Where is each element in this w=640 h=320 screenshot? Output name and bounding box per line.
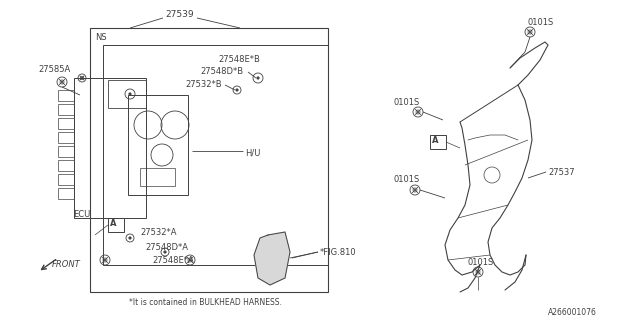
Bar: [140, 168, 175, 186]
Bar: [58, 90, 74, 101]
Bar: [58, 132, 74, 143]
Bar: [58, 146, 74, 157]
Text: A: A: [432, 136, 438, 145]
Text: *It is contained in BULKHEAD HARNESS.: *It is contained in BULKHEAD HARNESS.: [129, 298, 282, 307]
Bar: [128, 95, 188, 195]
Bar: [74, 78, 146, 218]
Text: A266001076: A266001076: [548, 308, 597, 317]
Bar: [108, 80, 146, 108]
Bar: [58, 104, 74, 115]
Text: 27548E*A: 27548E*A: [152, 256, 194, 265]
Circle shape: [129, 237, 131, 239]
Polygon shape: [254, 232, 290, 285]
Text: *FIG.810: *FIG.810: [320, 248, 356, 257]
Bar: [58, 174, 74, 185]
Circle shape: [129, 93, 131, 95]
Circle shape: [257, 77, 259, 79]
Text: 27537: 27537: [548, 168, 575, 177]
Text: 0101S: 0101S: [393, 98, 419, 107]
Text: A: A: [110, 219, 116, 228]
Text: 27532*A: 27532*A: [140, 228, 177, 237]
Text: 27539: 27539: [166, 10, 195, 19]
Bar: [58, 160, 74, 171]
Bar: [430, 135, 446, 149]
Text: 27548E*B: 27548E*B: [218, 55, 260, 64]
Bar: [108, 218, 124, 232]
Bar: [103, 45, 328, 265]
Text: 0101S: 0101S: [527, 18, 553, 27]
Circle shape: [164, 251, 166, 253]
Text: NS: NS: [95, 33, 107, 42]
Text: 0101S: 0101S: [393, 175, 419, 184]
Text: 27548D*B: 27548D*B: [200, 67, 243, 76]
Bar: [58, 188, 74, 199]
Text: H/U: H/U: [245, 148, 260, 157]
Circle shape: [236, 89, 238, 91]
Text: ECU: ECU: [73, 210, 90, 219]
Text: 0101S: 0101S: [467, 258, 493, 267]
Text: FRONT: FRONT: [52, 260, 81, 269]
Text: 27585A: 27585A: [38, 65, 70, 74]
Bar: [58, 118, 74, 129]
Bar: [90, 28, 328, 292]
Text: 27548D*A: 27548D*A: [145, 243, 188, 252]
Text: 27532*B: 27532*B: [185, 80, 221, 89]
